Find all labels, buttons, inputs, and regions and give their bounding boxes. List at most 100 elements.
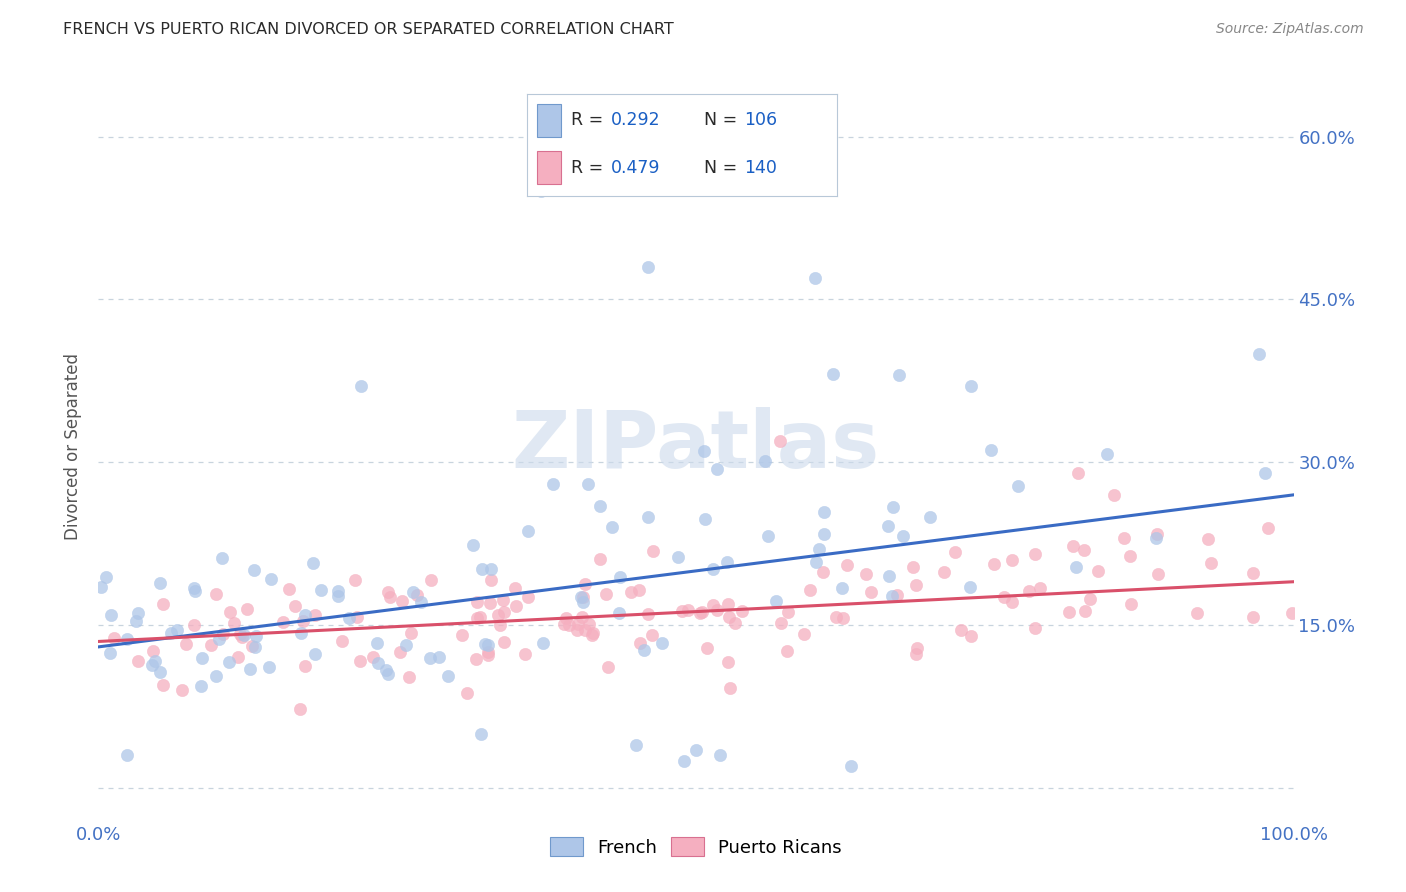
Text: Source: ZipAtlas.com: Source: ZipAtlas.com [1216, 22, 1364, 37]
Point [574, 577, 596, 591]
Point [776, 605, 799, 619]
Bar [537, 104, 561, 136]
Point [905, 640, 928, 655]
Point [768, 434, 790, 448]
Point [437, 669, 460, 683]
Point [212, 626, 235, 640]
Point [176, 637, 198, 651]
Point [115, 632, 138, 646]
Point [166, 623, 188, 637]
Point [505, 599, 527, 614]
Point [273, 615, 295, 629]
Point [326, 589, 349, 603]
Point [516, 591, 538, 605]
Point [218, 655, 240, 669]
Point [479, 562, 502, 576]
Point [813, 505, 835, 519]
Point [278, 582, 301, 597]
Point [152, 678, 174, 692]
Point [960, 379, 983, 393]
Point [960, 630, 983, 644]
Point [693, 443, 716, 458]
Point [602, 520, 624, 534]
Point [578, 616, 600, 631]
Point [702, 562, 724, 576]
Point [1024, 621, 1046, 635]
Point [804, 270, 827, 285]
Point [1073, 542, 1095, 557]
Point [641, 628, 664, 642]
Point [232, 628, 254, 642]
Point [571, 609, 593, 624]
Point [388, 645, 411, 659]
Point [395, 638, 418, 652]
Point [696, 640, 718, 655]
Point [882, 500, 904, 514]
Point [950, 623, 973, 637]
Point [350, 379, 373, 393]
Bar [537, 151, 561, 184]
Point [240, 639, 263, 653]
Text: 0.292: 0.292 [610, 112, 661, 129]
Point [243, 563, 266, 577]
Point [200, 638, 222, 652]
Point [983, 557, 1005, 571]
Point [226, 649, 249, 664]
Point [149, 576, 172, 591]
Point [1087, 564, 1109, 578]
Point [943, 545, 966, 559]
Point [588, 552, 610, 566]
Text: R =: R = [571, 159, 609, 177]
Point [1249, 347, 1271, 361]
Point [337, 610, 360, 624]
Point [378, 590, 401, 604]
Point [406, 588, 429, 602]
Point [1146, 527, 1168, 541]
Point [477, 648, 499, 662]
Point [470, 727, 492, 741]
Point [231, 630, 253, 644]
Point [596, 660, 619, 674]
Point [1147, 567, 1170, 582]
Point [141, 657, 163, 672]
Point [309, 582, 332, 597]
Point [837, 558, 859, 572]
Point [398, 670, 420, 684]
Point [695, 512, 717, 526]
Point [222, 615, 245, 630]
Point [685, 743, 707, 757]
Point [811, 566, 834, 580]
Point [1119, 597, 1142, 611]
Point [1007, 479, 1029, 493]
Text: FRENCH VS PUERTO RICAN DIVORCED OR SEPARATED CORRELATION CHART: FRENCH VS PUERTO RICAN DIVORCED OR SEPAR… [63, 22, 673, 37]
Point [626, 738, 648, 752]
Point [1112, 531, 1135, 545]
Point [96, 570, 118, 584]
Point [183, 617, 205, 632]
Point [377, 585, 399, 599]
Point [841, 759, 863, 773]
Point [877, 518, 900, 533]
Point [245, 629, 267, 643]
Point [706, 602, 728, 616]
Point [1254, 466, 1277, 480]
Point [115, 747, 138, 762]
Point [1185, 606, 1208, 620]
Point [775, 644, 797, 658]
Point [294, 658, 316, 673]
Point [344, 573, 367, 587]
Point [228, 627, 250, 641]
Point [1144, 531, 1167, 545]
Point [723, 615, 745, 630]
Point [765, 594, 787, 608]
Point [609, 570, 631, 584]
Point [238, 663, 260, 677]
Point [716, 555, 738, 569]
Point [366, 656, 388, 670]
Point [980, 443, 1002, 458]
Point [567, 616, 589, 631]
Point [145, 654, 167, 668]
Point [259, 572, 281, 586]
Point [578, 477, 600, 491]
Point [245, 640, 267, 654]
